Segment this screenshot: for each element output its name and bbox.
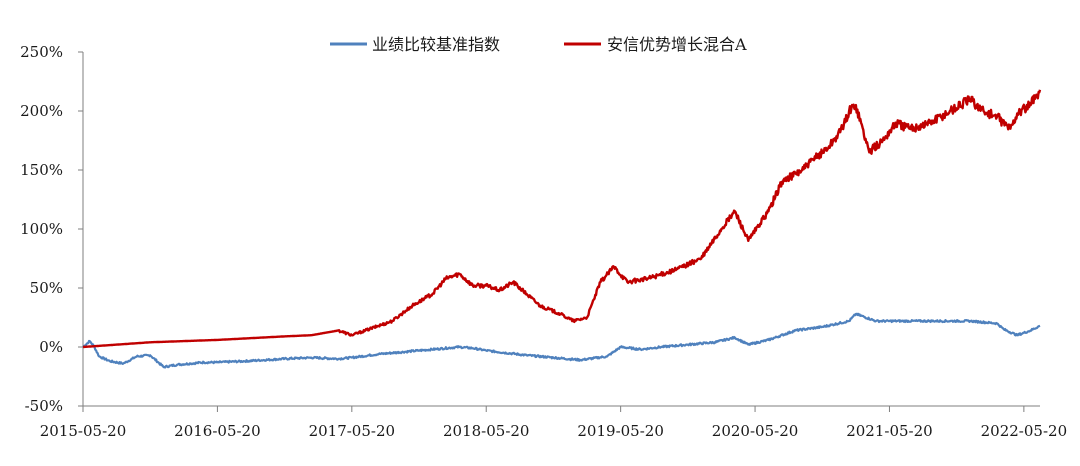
x-tick-label: 2019-05-20	[577, 422, 663, 440]
y-tick-label: 250%	[20, 43, 63, 61]
x-tick-label: 2022-05-20	[981, 422, 1067, 440]
y-tick-label: 50%	[30, 279, 63, 297]
y-tick-label: 200%	[20, 102, 63, 120]
y-tick-label: 0%	[39, 338, 63, 356]
x-tick-label: 2017-05-20	[309, 422, 395, 440]
x-tick-label: 2016-05-20	[174, 422, 260, 440]
y-tick-label: 150%	[20, 161, 63, 179]
legend-label-fund: 安信优势增长混合A	[607, 35, 747, 54]
y-tick-label: -50%	[25, 397, 63, 415]
legend: 业绩比较基准指数 安信优势增长混合A	[330, 35, 747, 54]
legend-label-benchmark: 业绩比较基准指数	[372, 35, 500, 54]
x-tick-label: 2021-05-20	[846, 422, 932, 440]
axes: 250% 200% 150% 100% 50% 0% -50% 2015-05-20 2016-…	[20, 43, 1067, 440]
series-line-benchmark	[82, 312, 1041, 369]
series-layer	[82, 89, 1042, 369]
x-tick-label: 2020-05-20	[712, 422, 798, 440]
x-tick-label: 2018-05-20	[443, 422, 529, 440]
x-tick-label: 2015-05-20	[40, 422, 126, 440]
y-tick-label: 100%	[20, 220, 63, 238]
series-line-fund	[82, 89, 1042, 349]
